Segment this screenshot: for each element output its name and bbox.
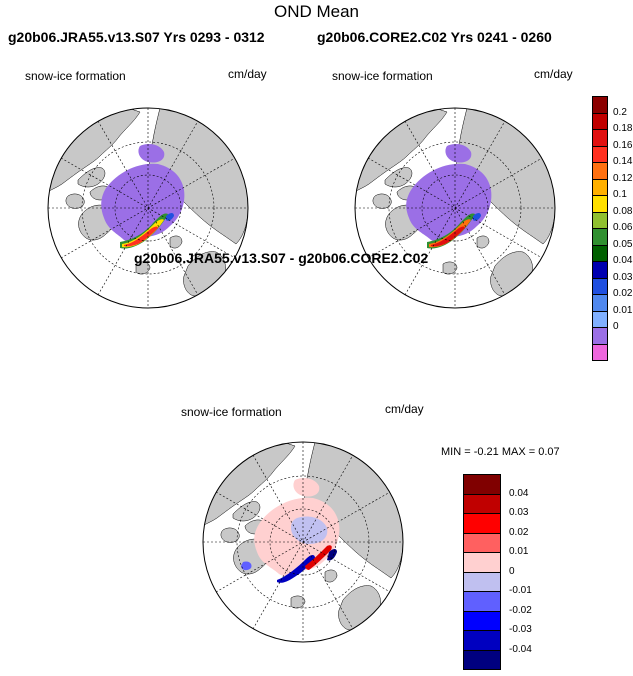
bottom-colorbar-tick-label: 0.01 xyxy=(509,546,529,557)
top-colorbar-tick-label: 0.14 xyxy=(613,156,633,167)
top-colorbar-swatch xyxy=(592,211,608,229)
top-colorbar-swatch xyxy=(592,178,608,196)
diff-field-label: snow-ice formation xyxy=(181,405,282,419)
bottom-colorbar-tick-label: 0.02 xyxy=(509,526,529,538)
bottom-colorbar-swatch xyxy=(463,649,501,670)
top-colorbar-tick-label: 0.1 xyxy=(613,189,627,200)
bottom-colorbar-tick-label: 0.04 xyxy=(509,487,529,499)
top-colorbar-tick-label: 0 xyxy=(613,321,619,332)
bottom-colorbar-swatch xyxy=(463,610,501,631)
bottom-colorbar: 0.04 0.03 0.02 0.01 0 -0.01 -0.02 -0.03 -0.04 xyxy=(463,474,543,674)
core2-streak-mid xyxy=(429,219,471,248)
jra55-ice-upper xyxy=(138,144,165,163)
panel2-title: g20b06.CORE2.C02 Yrs 0241 - 0260 xyxy=(317,29,552,45)
top-colorbar-swatch xyxy=(592,327,608,345)
top-colorbar-swatch xyxy=(592,277,608,295)
top-colorbar-swatch xyxy=(592,261,608,279)
bottom-colorbar-swatch xyxy=(463,513,501,534)
bottom-colorbar-tick-label: 0 xyxy=(509,565,515,577)
top-colorbar-tick-label: 0.01 xyxy=(613,304,633,316)
top-colorbar-swatch xyxy=(592,96,608,114)
top-colorbar-swatch xyxy=(592,343,608,361)
top-colorbar-swatch xyxy=(592,244,608,262)
jra55-streak-mid xyxy=(122,219,164,248)
top-colorbar-tick-label: 0.08 xyxy=(613,205,633,217)
diff-upper-patch xyxy=(293,478,320,497)
top-colorbar-tick-label: 0.02 xyxy=(613,288,633,299)
top-colorbar-swatch xyxy=(592,294,608,312)
bottom-colorbar-swatch xyxy=(463,493,501,514)
core2-streak-blue xyxy=(473,213,481,221)
diff-left-blue xyxy=(241,561,252,571)
core2-map xyxy=(354,107,556,309)
diff-map xyxy=(202,441,404,643)
top-colorbar-tick-label: 0.2 xyxy=(613,106,627,118)
top-colorbar-swatch xyxy=(592,145,608,163)
panel1-field-label: snow-ice formation xyxy=(25,69,126,83)
jra55-map xyxy=(47,107,249,309)
top-colorbar-swatch xyxy=(592,228,608,246)
bottom-colorbar-swatch xyxy=(463,630,501,651)
core2-streak-core xyxy=(431,226,465,247)
jra55-ice-field xyxy=(101,163,185,243)
core2-ice-upper xyxy=(445,144,472,163)
bottom-colorbar-swatch xyxy=(463,591,501,612)
panel1-units: cm/day xyxy=(228,67,267,81)
diff-lavender-patch xyxy=(291,516,328,544)
top-colorbar-tick-label: 0.12 xyxy=(613,172,633,184)
bottom-colorbar-swatch xyxy=(463,532,501,553)
top-colorbar-swatch xyxy=(592,129,608,147)
core2-ice-field xyxy=(406,163,492,243)
top-colorbar: 0.2 0.18 0.16 0.14 0.12 0.1 0.08 0.06 0.05 0.04 0.… xyxy=(592,96,632,366)
figure-title: OND Mean xyxy=(273,2,360,21)
top-colorbar-tick-label: 0.03 xyxy=(613,271,633,283)
diff-navy-streak xyxy=(327,549,337,561)
top-colorbar-tick-label: 0.16 xyxy=(613,139,633,151)
top-colorbar-tick-label: 0.04 xyxy=(613,255,633,266)
jra55-streak-core xyxy=(124,226,158,247)
top-colorbar-swatch xyxy=(592,162,608,180)
panel2-field-label: snow-ice formation xyxy=(332,69,433,83)
bottom-colorbar-swatch xyxy=(463,474,501,495)
bottom-colorbar-tick-label: -0.02 xyxy=(509,604,532,616)
diff-title: g20b06.JRA55.v13.S07 - g20b06.CORE2.C02 xyxy=(134,250,429,266)
top-colorbar-tick-label: 0.18 xyxy=(613,123,633,134)
diff-blue-streak xyxy=(277,555,315,583)
bottom-colorbar-swatch xyxy=(463,552,501,573)
diff-units: cm/day xyxy=(385,402,424,416)
bottom-colorbar-tick-label: -0.01 xyxy=(509,585,532,596)
panel2-units: cm/day xyxy=(534,67,573,81)
diff-red-streak xyxy=(305,545,332,570)
top-colorbar-swatch xyxy=(592,310,608,328)
panel1-title: g20b06.JRA55.v13.S07 Yrs 0293 - 0312 xyxy=(8,29,265,45)
top-colorbar-swatch xyxy=(592,195,608,213)
top-colorbar-swatch xyxy=(592,112,608,130)
bottom-colorbar-swatch xyxy=(463,571,501,592)
bottom-colorbar-tick-label: -0.03 xyxy=(509,624,532,635)
jra55-streak-blue xyxy=(166,213,174,221)
top-colorbar-tick-label: 0.06 xyxy=(613,222,633,233)
minmax-label: MIN = -0.21 MAX = 0.07 xyxy=(441,446,560,458)
bottom-colorbar-tick-label: -0.04 xyxy=(509,643,532,655)
bottom-colorbar-tick-label: 0.03 xyxy=(509,507,529,518)
top-colorbar-tick-label: 0.05 xyxy=(613,238,633,250)
